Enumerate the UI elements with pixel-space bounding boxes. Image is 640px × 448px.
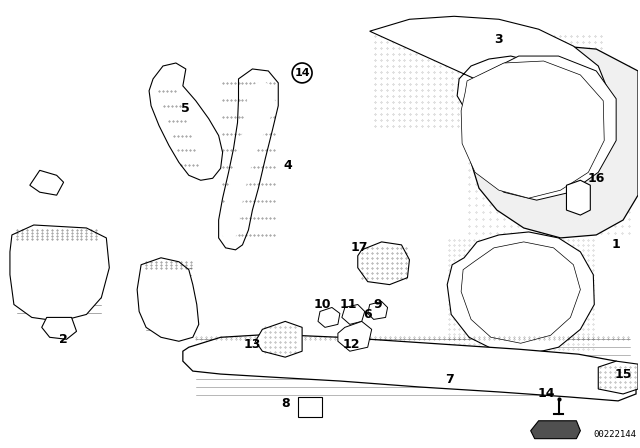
- Polygon shape: [149, 63, 223, 180]
- Text: 8: 8: [281, 397, 289, 410]
- Polygon shape: [464, 43, 638, 238]
- Polygon shape: [298, 397, 322, 417]
- Text: 1: 1: [612, 238, 621, 251]
- Polygon shape: [318, 307, 340, 327]
- Text: 14: 14: [294, 68, 310, 78]
- Polygon shape: [531, 421, 580, 439]
- Polygon shape: [370, 16, 608, 138]
- Polygon shape: [10, 225, 109, 321]
- Text: 14: 14: [538, 388, 556, 401]
- Polygon shape: [219, 69, 278, 250]
- Polygon shape: [137, 258, 199, 341]
- Text: 15: 15: [614, 367, 632, 380]
- Polygon shape: [447, 232, 595, 354]
- Text: 2: 2: [60, 333, 68, 346]
- Text: 16: 16: [588, 172, 605, 185]
- Text: 6: 6: [364, 308, 372, 321]
- Polygon shape: [598, 361, 638, 394]
- Polygon shape: [338, 321, 372, 351]
- Polygon shape: [462, 56, 616, 200]
- Polygon shape: [42, 318, 77, 339]
- Text: 9: 9: [373, 298, 382, 311]
- Polygon shape: [255, 321, 302, 357]
- Polygon shape: [30, 170, 63, 195]
- Text: 4: 4: [284, 159, 292, 172]
- Polygon shape: [183, 334, 636, 401]
- Text: 12: 12: [343, 338, 360, 351]
- Text: 7: 7: [445, 373, 454, 386]
- Polygon shape: [566, 180, 590, 215]
- Text: 11: 11: [339, 298, 356, 311]
- Polygon shape: [461, 61, 604, 198]
- Polygon shape: [368, 302, 388, 319]
- Text: 13: 13: [244, 338, 261, 351]
- Polygon shape: [342, 305, 365, 324]
- Text: 00222144: 00222144: [593, 430, 636, 439]
- Text: 3: 3: [495, 33, 503, 46]
- Text: 5: 5: [182, 102, 190, 115]
- Text: 10: 10: [313, 298, 331, 311]
- Polygon shape: [221, 81, 275, 242]
- Polygon shape: [358, 242, 410, 284]
- Polygon shape: [461, 242, 580, 343]
- Text: 17: 17: [351, 241, 369, 254]
